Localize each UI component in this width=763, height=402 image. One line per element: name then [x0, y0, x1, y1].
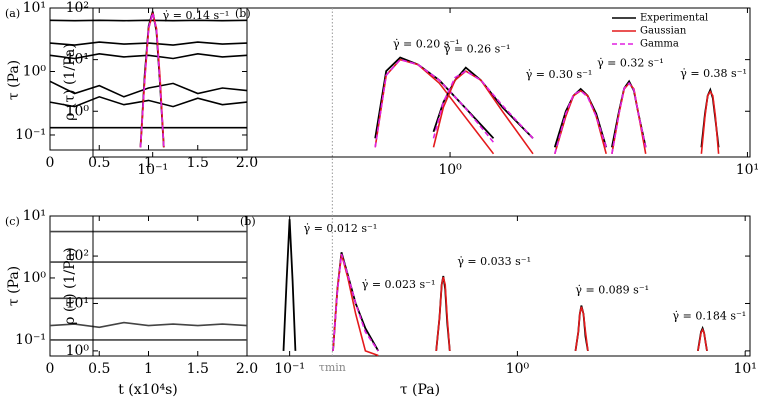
x-tick-label: 1 — [144, 361, 153, 377]
experimental-curve — [574, 305, 589, 352]
peak-annotation: γ̇ = 0.14 s⁻¹ — [163, 9, 230, 22]
series-line — [49, 41, 248, 46]
x-tick-label: 2.0 — [236, 361, 258, 377]
x-tick-label: 2.0 — [236, 155, 258, 171]
gamma-curve — [332, 253, 379, 352]
y-tick-label: 10¹ — [23, 0, 46, 16]
y-tick-label: 10⁰ — [23, 63, 47, 79]
experimental-curve — [435, 275, 451, 351]
gaussian-curve — [697, 327, 708, 352]
gaussian-curve — [700, 90, 720, 154]
x-tick-label: 0.5 — [88, 361, 110, 377]
experimental-curve — [432, 66, 534, 139]
y-tick-label: 10⁻¹ — [15, 127, 46, 143]
y-tick-label: 10⁰ — [23, 270, 47, 286]
legend-label: Experimental — [640, 13, 708, 24]
y-tick-label: 10⁰ — [66, 343, 90, 359]
plot-frame — [49, 215, 248, 357]
y-axis-label: ρ (τ) (1/Pa) — [62, 43, 78, 121]
x-tick-label: 10¹ — [733, 361, 756, 377]
panel-label: (c) — [5, 215, 20, 228]
experimental-curve — [553, 87, 608, 148]
y-tick-label: 10¹ — [23, 208, 46, 224]
x-tick-label: 10⁻¹ — [274, 361, 305, 377]
peak-annotation: γ̇ = 0.089 s⁻¹ — [575, 284, 649, 297]
y-axis-label: τ (Pa) — [6, 266, 22, 306]
x-tick-label: 10⁰ — [438, 162, 462, 178]
x-tick-label: 10¹ — [736, 162, 759, 178]
peak-annotation: γ̇ = 0.012 s⁻¹ — [304, 222, 378, 235]
panel-label: (b) — [240, 215, 256, 228]
y-tick-label: 10¹ — [66, 52, 89, 68]
threshold-label: τmin — [319, 361, 346, 374]
peak-annotation: γ̇ = 0.20 s⁻¹ — [393, 38, 460, 51]
y-axis-label: ρ (τ) (1/Pa) — [62, 247, 78, 325]
y-tick-label: 10² — [66, 0, 89, 16]
x-tick-label: 1.5 — [187, 155, 209, 171]
legend-label: Gamma — [640, 39, 679, 50]
peak-annotation: γ̇ = 0.26 s⁻¹ — [444, 43, 511, 56]
y-tick-label: 10¹ — [66, 295, 89, 311]
gamma-curve — [139, 12, 165, 148]
series-line — [49, 321, 248, 329]
x-tick-label: 1 — [144, 155, 153, 171]
gamma-curve — [374, 58, 495, 148]
experimental-curve — [282, 219, 297, 351]
x-tick-label: 10⁻¹ — [137, 162, 168, 178]
peak-annotation: γ̇ = 0.32 s⁻¹ — [597, 56, 664, 69]
series-line — [49, 52, 248, 60]
experimental-curve — [611, 79, 647, 148]
peak-annotation: γ̇ = 0.184 s⁻¹ — [673, 309, 747, 322]
x-axis-label: τ (Pa) — [400, 382, 440, 398]
gamma-curve — [554, 89, 607, 155]
legend-label: Gaussian — [640, 26, 687, 37]
peak-annotation: γ̇ = 0.033 s⁻¹ — [457, 255, 531, 268]
peak-annotation: γ̇ = 0.30 s⁻¹ — [526, 68, 593, 81]
peak-annotation: γ̇ = 0.023 s⁻¹ — [362, 278, 436, 291]
x-tick-label: 0.5 — [88, 155, 110, 171]
panel-label: (a) — [5, 7, 20, 20]
y-axis-label: τ (Pa) — [6, 60, 22, 100]
experimental-curve — [374, 56, 495, 139]
y-tick-label: 10⁰ — [66, 103, 90, 119]
x-tick-label: 0 — [46, 361, 55, 377]
gaussian-curve — [574, 306, 589, 352]
gaussian-curve — [435, 276, 451, 351]
plot-frame — [92, 215, 751, 357]
x-tick-label: 10⁰ — [506, 361, 530, 377]
series-line — [49, 80, 248, 98]
x-axis-label: t (x10⁴s) — [118, 382, 178, 398]
panel-label: (b) — [235, 7, 251, 20]
x-tick-label: 1.5 — [187, 361, 209, 377]
plot-frame — [92, 7, 751, 158]
series-line — [49, 95, 248, 108]
gaussian-curve — [432, 70, 534, 155]
y-tick-label: 10² — [66, 248, 89, 264]
peak-annotation: γ̇ = 0.38 s⁻¹ — [680, 67, 747, 80]
gamma-curve — [611, 81, 647, 154]
y-tick-label: 10⁻¹ — [15, 332, 46, 348]
gaussian-curve — [374, 58, 495, 155]
x-tick-label: 0 — [46, 155, 55, 171]
